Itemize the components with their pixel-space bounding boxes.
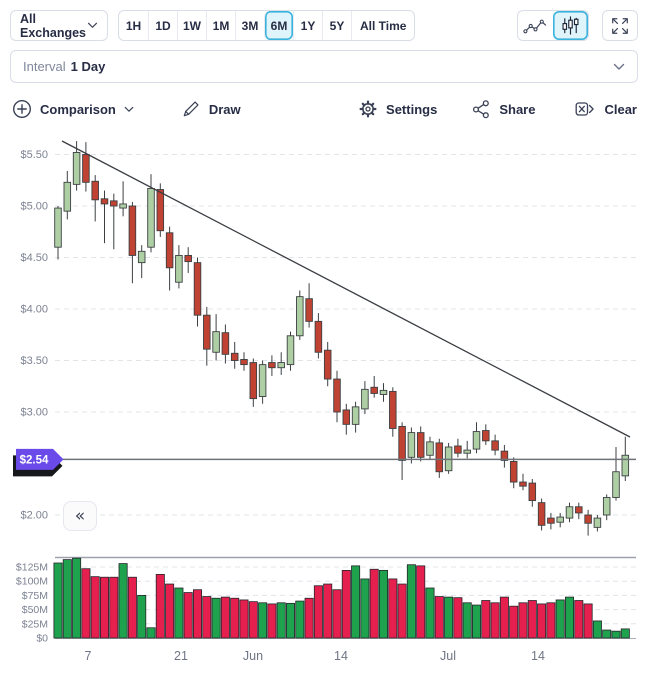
price-badge: $2.54 xyxy=(13,448,64,477)
svg-text:$100M: $100M xyxy=(16,576,48,588)
svg-text:14: 14 xyxy=(531,649,545,663)
svg-text:7: 7 xyxy=(85,649,92,663)
chevron-down-icon xyxy=(87,22,98,29)
candlestick-chart-type-button[interactable] xyxy=(553,11,588,40)
exchange-selector-dropdown[interactable]: All Exchanges xyxy=(10,10,108,41)
svg-text:21: 21 xyxy=(174,649,188,663)
range-button-1y[interactable]: 1Y xyxy=(293,11,322,40)
chevron-down-icon xyxy=(613,63,625,71)
range-button-1w[interactable]: 1W xyxy=(177,11,206,40)
svg-text:$50M: $50M xyxy=(22,604,48,616)
range-button-1d[interactable]: 1D xyxy=(148,11,177,40)
svg-text:$4.50: $4.50 xyxy=(20,252,48,264)
line-chart-type-button[interactable] xyxy=(518,11,553,40)
clear-button[interactable]: Clear xyxy=(575,99,637,119)
svg-text:$3.00: $3.00 xyxy=(20,407,48,419)
range-button-all-time[interactable]: All Time xyxy=(351,11,414,40)
svg-text:$4.00: $4.00 xyxy=(20,304,48,316)
interval-selector-dropdown[interactable]: Interval 1 Day xyxy=(10,50,638,83)
clear-x-icon xyxy=(575,99,596,119)
chart-type-button-group xyxy=(517,10,589,41)
trendline-annotation[interactable] xyxy=(61,140,631,438)
price-chart-canvas[interactable]: $5.50 $5.00 $4.50 $4.00 $3.50 $3.00 $2.00 $125M… xyxy=(0,130,647,673)
svg-text:Jun: Jun xyxy=(243,649,263,663)
svg-text:$2.00: $2.00 xyxy=(20,510,48,522)
draw-label: Draw xyxy=(208,101,241,117)
svg-text:$125M: $125M xyxy=(16,562,48,574)
line-chart-icon xyxy=(523,17,548,35)
svg-text:$3.50: $3.50 xyxy=(20,355,48,367)
svg-text:$0: $0 xyxy=(36,633,48,645)
pencil-icon xyxy=(180,99,201,120)
chart-actions-toolbar: Comparison Draw xyxy=(12,92,637,126)
volume-axis-labels: $125M $100M $75M $50M $25M $0 xyxy=(16,562,48,645)
svg-text:14: 14 xyxy=(334,649,348,663)
range-button-1m[interactable]: 1M xyxy=(206,11,235,40)
share-label: Share xyxy=(499,101,536,117)
share-button[interactable]: Share xyxy=(471,99,535,119)
candlestick-icon xyxy=(560,15,581,36)
range-button-3m[interactable]: 3M xyxy=(235,11,264,40)
volume-bar-series xyxy=(53,557,630,639)
candlestick-series xyxy=(54,141,630,536)
plus-circle-icon xyxy=(12,99,32,119)
range-button-1h[interactable]: 1H xyxy=(119,11,148,40)
price-axis-labels: $5.50 $5.00 $4.50 $4.00 $3.50 $3.00 $2.00 xyxy=(20,149,48,522)
price-badge-label: $2.54 xyxy=(20,454,49,466)
x-axis-labels: 7 21 Jun 14 Jul 14 xyxy=(85,649,545,663)
settings-label: Settings xyxy=(386,101,438,117)
time-range-button-group: 1H 1D 1W 1M 3M 6M 1Y 5Y All Time xyxy=(118,10,416,41)
svg-text:Jul: Jul xyxy=(440,649,456,663)
svg-text:$5.00: $5.00 xyxy=(20,201,48,213)
collapse-panel-button[interactable]: « xyxy=(63,501,97,531)
svg-text:$75M: $75M xyxy=(22,590,48,602)
range-button-6m[interactable]: 6M xyxy=(264,11,293,40)
interval-label: Interval xyxy=(23,59,66,74)
chevron-down-icon xyxy=(124,106,134,113)
svg-text:$25M: $25M xyxy=(22,618,48,630)
interval-value: 1 Day xyxy=(70,59,106,74)
comparison-button[interactable]: Comparison xyxy=(12,99,134,119)
svg-text:$5.50: $5.50 xyxy=(20,149,48,161)
comparison-label: Comparison xyxy=(40,101,116,117)
expand-icon xyxy=(610,16,630,36)
fullscreen-button[interactable] xyxy=(602,10,638,41)
range-button-5y[interactable]: 5Y xyxy=(322,11,351,40)
settings-button[interactable]: Settings xyxy=(358,99,437,119)
draw-button[interactable]: Draw xyxy=(180,99,241,120)
exchange-selector-label: All Exchanges xyxy=(20,11,87,40)
gear-icon xyxy=(358,99,378,119)
share-icon xyxy=(471,99,491,119)
clear-label: Clear xyxy=(604,101,637,117)
chart-gridlines xyxy=(55,154,636,625)
